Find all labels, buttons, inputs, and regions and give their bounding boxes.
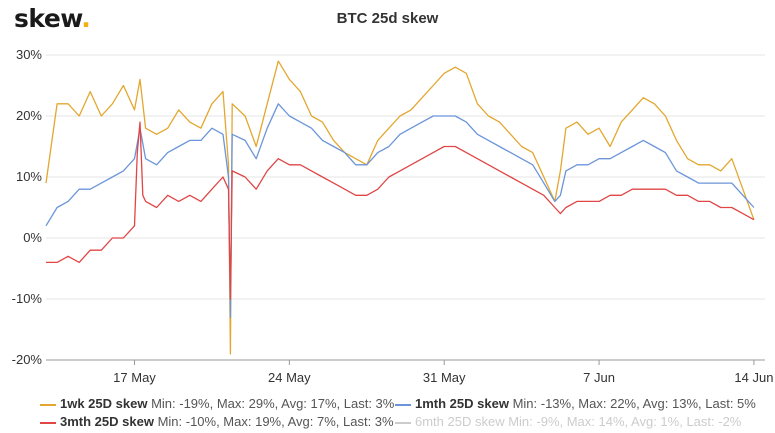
legend-stats: Min: -9%, Max: 14%, Avg: 1%, Last: -2% (508, 414, 742, 429)
legend-stats: Min: -13%, Max: 22%, Avg: 13%, Last: 5% (512, 396, 756, 411)
skew-logo: skew. (14, 4, 91, 33)
legend-stats: Min: -19%, Max: 29%, Avg: 17%, Last: 3% (151, 396, 395, 411)
legend-name: 3mth 25D skew (60, 414, 154, 429)
legend-name: 1wk 25D skew (60, 396, 148, 411)
series-line-1mth (45, 103, 755, 318)
legend: 1wk 25D skew Min: -19%, Max: 29%, Avg: 1… (40, 396, 756, 432)
legend-swatch-1wk (40, 403, 56, 406)
x-tick-label: 31 May (423, 370, 466, 385)
legend-swatch-6mth (395, 421, 411, 424)
series-line-3mth (46, 121, 755, 300)
legend-item-1mth[interactable]: 1mth 25D skew Min: -13%, Max: 22%, Avg: … (395, 396, 756, 411)
x-tick-label: 14 Jun (734, 370, 773, 385)
y-axis: 30% 20% 10% 0% -10% -20% (12, 47, 43, 367)
legend-name: 1mth 25D skew (415, 396, 509, 411)
y-tick-label: 30% (16, 47, 42, 62)
legend-item-1wk[interactable]: 1wk 25D skew Min: -19%, Max: 29%, Avg: 1… (40, 396, 394, 411)
chart-plot: 30% 20% 10% 0% -10% -20% 17 May 24 May 31 May 7 … (12, 47, 774, 385)
legend-swatch-3mth (40, 421, 56, 424)
series-lines (45, 60, 755, 355)
x-tick-label: 24 May (268, 370, 311, 385)
legend-item-3mth[interactable]: 3mth 25D skew Min: -10%, Max: 19%, Avg: … (40, 414, 394, 429)
x-tick-label: 17 May (113, 370, 156, 385)
x-axis: 17 May 24 May 31 May 7 Jun 14 Jun (113, 360, 773, 385)
legend-stats: Min: -10%, Max: 19%, Avg: 7%, Last: 3% (157, 414, 394, 429)
legend-name: 6mth 25D skew (415, 414, 505, 429)
grid-lines (46, 54, 765, 361)
y-tick-label: 20% (16, 108, 42, 123)
y-tick-label: -10% (12, 291, 43, 306)
series-line-1wk (45, 60, 755, 355)
y-tick-label: 0% (23, 230, 42, 245)
legend-item-6mth[interactable]: 6mth 25D skew Min: -9%, Max: 14%, Avg: 1… (395, 414, 741, 429)
legend-swatch-1mth (395, 403, 411, 406)
chart-title: BTC 25d skew (336, 10, 439, 27)
y-tick-label: -20% (12, 352, 43, 367)
x-tick-label: 7 Jun (583, 370, 615, 385)
y-tick-label: 10% (16, 169, 42, 184)
